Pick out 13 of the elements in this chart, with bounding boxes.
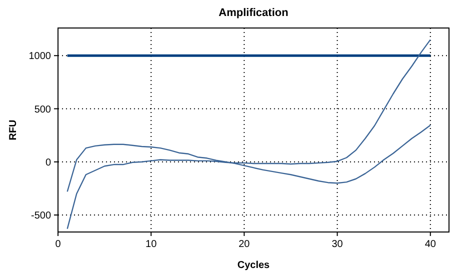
y-tick-label: 0 bbox=[45, 157, 52, 168]
x-tick-label: 0 bbox=[55, 239, 62, 250]
y-tick-label: -500 bbox=[30, 210, 52, 222]
chart-title: Amplification bbox=[218, 7, 289, 19]
x-tick-label: 30 bbox=[332, 239, 344, 250]
x-axis-title: Cycles bbox=[237, 260, 270, 271]
x-tick-label: 40 bbox=[424, 239, 436, 250]
y-axis-title: RFU bbox=[8, 120, 19, 140]
x-tick-label: 20 bbox=[238, 239, 250, 250]
y-tick-label: 500 bbox=[34, 104, 52, 116]
y-tick-label: 1000 bbox=[28, 51, 52, 62]
x-tick-label: 10 bbox=[146, 239, 158, 250]
line-series bbox=[66, 39, 431, 230]
